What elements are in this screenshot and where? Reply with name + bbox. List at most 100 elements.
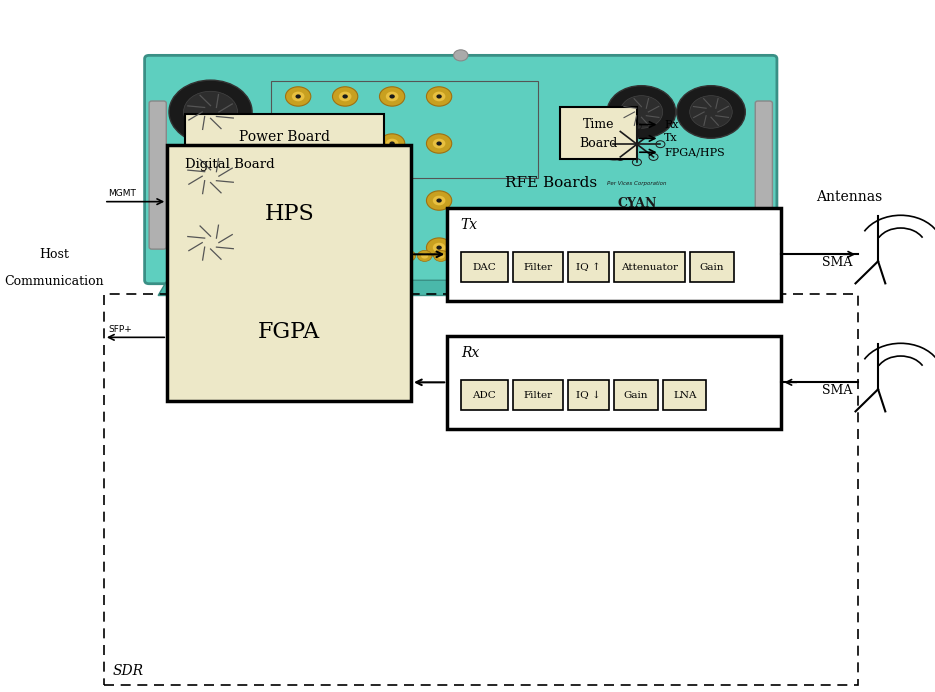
FancyBboxPatch shape bbox=[513, 381, 563, 410]
FancyBboxPatch shape bbox=[568, 253, 609, 282]
Circle shape bbox=[515, 251, 529, 262]
Text: MGMT: MGMT bbox=[108, 189, 137, 198]
Circle shape bbox=[437, 199, 442, 203]
Circle shape bbox=[551, 253, 558, 259]
Circle shape bbox=[467, 251, 481, 262]
Circle shape bbox=[437, 246, 442, 250]
Text: Tx: Tx bbox=[461, 218, 478, 232]
Text: Board: Board bbox=[580, 137, 618, 150]
Circle shape bbox=[386, 138, 398, 148]
Circle shape bbox=[285, 191, 310, 210]
Circle shape bbox=[389, 141, 395, 145]
FancyBboxPatch shape bbox=[185, 114, 384, 159]
Text: ADC: ADC bbox=[472, 391, 496, 400]
Circle shape bbox=[372, 253, 380, 259]
Text: DAC: DAC bbox=[472, 263, 496, 272]
Text: HPS: HPS bbox=[265, 203, 314, 226]
Text: Filter: Filter bbox=[524, 391, 553, 400]
Circle shape bbox=[342, 199, 348, 203]
Circle shape bbox=[183, 91, 237, 133]
Circle shape bbox=[519, 253, 525, 259]
Circle shape bbox=[342, 141, 348, 145]
Text: Digital Board: Digital Board bbox=[185, 158, 275, 171]
Circle shape bbox=[598, 135, 630, 160]
Circle shape bbox=[450, 251, 465, 262]
Circle shape bbox=[417, 251, 432, 262]
Circle shape bbox=[620, 95, 663, 128]
FancyBboxPatch shape bbox=[145, 55, 777, 284]
Circle shape bbox=[291, 253, 298, 259]
Circle shape bbox=[486, 253, 494, 259]
Circle shape bbox=[469, 253, 477, 259]
FancyBboxPatch shape bbox=[755, 101, 772, 249]
Circle shape bbox=[386, 196, 398, 206]
Circle shape bbox=[389, 246, 395, 250]
Text: Time: Time bbox=[583, 118, 614, 131]
Circle shape bbox=[531, 251, 546, 262]
Circle shape bbox=[342, 94, 348, 98]
Circle shape bbox=[389, 94, 395, 98]
Text: LNA: LNA bbox=[673, 391, 697, 400]
Circle shape bbox=[292, 91, 305, 101]
FancyBboxPatch shape bbox=[663, 381, 707, 410]
FancyBboxPatch shape bbox=[167, 145, 411, 401]
Text: Attenuator: Attenuator bbox=[621, 263, 678, 272]
Circle shape bbox=[405, 253, 412, 259]
Circle shape bbox=[389, 199, 395, 203]
Circle shape bbox=[169, 80, 252, 144]
Circle shape bbox=[426, 238, 452, 257]
Circle shape bbox=[183, 156, 237, 197]
Circle shape bbox=[568, 253, 575, 259]
FancyBboxPatch shape bbox=[614, 381, 657, 410]
Circle shape bbox=[292, 138, 305, 148]
Circle shape bbox=[433, 243, 445, 253]
FancyBboxPatch shape bbox=[560, 107, 637, 159]
Circle shape bbox=[169, 145, 252, 208]
FancyBboxPatch shape bbox=[614, 253, 684, 282]
Circle shape bbox=[292, 196, 305, 206]
Circle shape bbox=[401, 251, 415, 262]
Circle shape bbox=[333, 134, 358, 153]
Circle shape bbox=[535, 253, 542, 259]
Circle shape bbox=[336, 251, 351, 262]
Circle shape bbox=[433, 138, 445, 148]
Circle shape bbox=[338, 91, 352, 101]
Polygon shape bbox=[158, 280, 763, 295]
Text: Per Vices Corporation: Per Vices Corporation bbox=[607, 181, 667, 186]
Text: SFP+: SFP+ bbox=[108, 325, 132, 334]
Circle shape bbox=[183, 222, 237, 264]
Circle shape bbox=[380, 86, 405, 106]
Circle shape bbox=[453, 50, 468, 61]
Circle shape bbox=[385, 251, 399, 262]
Circle shape bbox=[498, 251, 513, 262]
Circle shape bbox=[324, 253, 331, 259]
Circle shape bbox=[271, 251, 285, 262]
Circle shape bbox=[426, 134, 452, 153]
Text: Antennas: Antennas bbox=[816, 190, 883, 204]
Circle shape bbox=[356, 253, 363, 259]
Circle shape bbox=[285, 238, 310, 257]
Circle shape bbox=[426, 191, 452, 210]
Circle shape bbox=[482, 251, 496, 262]
Text: Gain: Gain bbox=[699, 263, 724, 272]
Circle shape bbox=[285, 86, 310, 106]
Circle shape bbox=[548, 251, 562, 262]
Text: Filter: Filter bbox=[524, 263, 553, 272]
Circle shape bbox=[677, 86, 745, 138]
Circle shape bbox=[338, 243, 352, 253]
Circle shape bbox=[564, 251, 578, 262]
Text: CYAN: CYAN bbox=[617, 197, 656, 210]
Circle shape bbox=[380, 191, 405, 210]
Circle shape bbox=[333, 238, 358, 257]
Circle shape bbox=[426, 86, 452, 106]
Circle shape bbox=[292, 243, 305, 253]
Circle shape bbox=[437, 141, 442, 145]
Text: Tx: Tx bbox=[664, 134, 678, 143]
Circle shape bbox=[333, 86, 358, 106]
Circle shape bbox=[433, 91, 445, 101]
Circle shape bbox=[342, 246, 348, 250]
Circle shape bbox=[433, 196, 445, 206]
Text: FPGA/HPS: FPGA/HPS bbox=[664, 147, 725, 157]
Text: SMA: SMA bbox=[822, 385, 853, 397]
FancyBboxPatch shape bbox=[461, 381, 508, 410]
